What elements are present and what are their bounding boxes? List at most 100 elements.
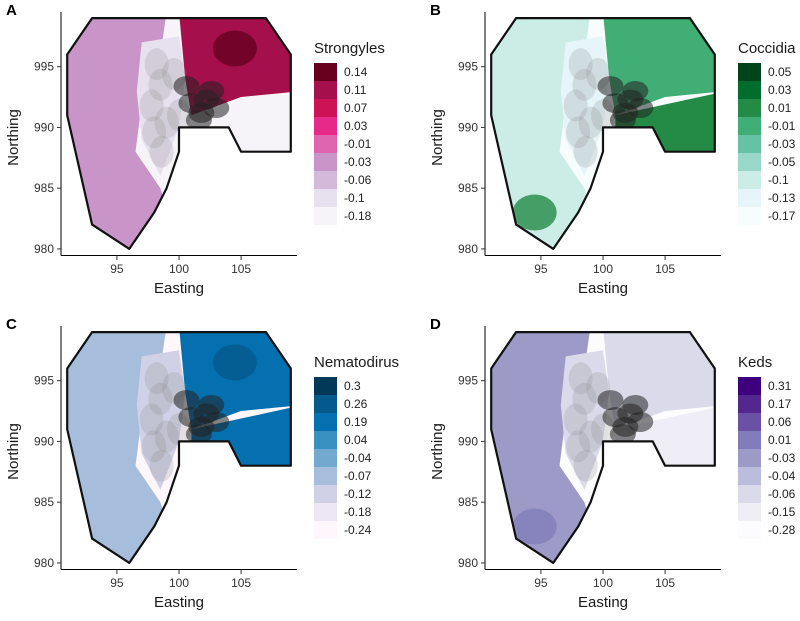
y-tick-label: 980 bbox=[458, 556, 478, 570]
y-tick-label: 995 bbox=[458, 60, 478, 74]
y-tick-label: 985 bbox=[458, 495, 478, 509]
map-boundary bbox=[66, 331, 292, 564]
legend-label: -0.28 bbox=[768, 523, 796, 537]
sheep-point-halo bbox=[139, 89, 164, 122]
sheep-point-halo bbox=[563, 89, 588, 122]
legend-label: -0.1 bbox=[344, 191, 365, 205]
sheep-point-halo bbox=[154, 420, 179, 453]
panel-letter: B bbox=[430, 2, 441, 19]
legend-label: 0.11 bbox=[344, 83, 367, 97]
sheep-point-core bbox=[602, 407, 629, 428]
sheep-point-halo bbox=[149, 135, 174, 168]
sheep-point-halo bbox=[148, 382, 173, 415]
legend-key bbox=[314, 467, 337, 485]
sheep-point-core bbox=[203, 411, 230, 432]
legend-label: -0.03 bbox=[768, 137, 796, 151]
x-tick-label: 100 bbox=[169, 576, 189, 590]
legend-label: 0.19 bbox=[344, 415, 368, 429]
contour-band-peak bbox=[212, 30, 257, 67]
map-boundary bbox=[66, 17, 292, 250]
sheep-point-halo bbox=[142, 116, 167, 149]
legend-key bbox=[314, 63, 337, 81]
legend-label: -0.12 bbox=[344, 487, 372, 501]
sheep-point-core bbox=[622, 394, 649, 415]
sheep-point-halo bbox=[568, 48, 593, 81]
y-axis-title: Northing bbox=[429, 109, 446, 166]
legend-label: 0.01 bbox=[768, 433, 792, 447]
y-tick-label: 985 bbox=[34, 495, 54, 509]
x-tick-label: 95 bbox=[534, 262, 548, 276]
legend-key bbox=[314, 431, 337, 449]
panel-c: 95 100 105 980 985 990 995 Easting Northing C Nema… bbox=[5, 316, 399, 611]
x-tick-label: 95 bbox=[110, 576, 124, 590]
sheep-point-halo bbox=[578, 420, 603, 453]
legend-label: -0.05 bbox=[768, 155, 796, 169]
sheep-point-core bbox=[609, 424, 636, 445]
legend-key bbox=[738, 81, 761, 99]
legend-key bbox=[738, 189, 761, 207]
legend-label: -0.06 bbox=[344, 173, 372, 187]
legend-key bbox=[738, 521, 761, 539]
sheep-point-halo bbox=[144, 48, 169, 81]
x-tick-label: 100 bbox=[593, 262, 613, 276]
legend-title: Strongyles bbox=[314, 40, 385, 57]
legend-key bbox=[738, 395, 761, 413]
legend-key bbox=[738, 467, 761, 485]
contour-fill bbox=[67, 18, 291, 249]
y-tick-label: 980 bbox=[34, 242, 54, 256]
legend-label: 0.01 bbox=[768, 101, 792, 115]
legend-label: 0.14 bbox=[344, 65, 368, 79]
sheep-point-core bbox=[602, 93, 629, 114]
map-boundary bbox=[490, 331, 716, 564]
legend-title: Nematodirus bbox=[314, 354, 399, 371]
legend-title: Coccidia bbox=[738, 40, 796, 57]
sheep-point-halo bbox=[572, 382, 597, 415]
x-axis-title: Easting bbox=[154, 594, 204, 611]
legend-label: -0.17 bbox=[768, 209, 796, 223]
legend-key bbox=[738, 99, 761, 117]
legend-label: 0.07 bbox=[344, 101, 368, 115]
sheep-point-core bbox=[597, 76, 624, 97]
legend-label: -0.13 bbox=[768, 191, 796, 205]
x-tick-label: 100 bbox=[593, 576, 613, 590]
sheep-point-halo bbox=[573, 135, 598, 168]
legend-key bbox=[314, 521, 337, 539]
x-axis-title: Easting bbox=[578, 280, 628, 297]
legend-label: 0.04 bbox=[344, 433, 368, 447]
sheep-point-core bbox=[178, 93, 205, 114]
sheep-point-halo bbox=[139, 403, 164, 436]
contour-band-peak bbox=[512, 194, 557, 231]
legend-key bbox=[314, 99, 337, 117]
legend-label: -0.07 bbox=[344, 469, 372, 483]
contour-band-central bbox=[136, 350, 186, 490]
legend-label: 0.05 bbox=[768, 65, 792, 79]
panel-letter: C bbox=[6, 316, 17, 333]
sheep-point-core bbox=[627, 97, 654, 118]
legend-label: -0.18 bbox=[344, 209, 372, 223]
legend-key bbox=[314, 153, 337, 171]
panel-letter: A bbox=[6, 2, 17, 19]
sheep-point-core bbox=[198, 394, 225, 415]
sheep-point-halo bbox=[148, 68, 173, 101]
sheep-point-halo bbox=[566, 116, 591, 149]
y-tick-label: 980 bbox=[458, 242, 478, 256]
legend-key bbox=[738, 413, 761, 431]
contour-band-central bbox=[136, 36, 186, 176]
legend-key bbox=[314, 207, 337, 225]
contour-band-central bbox=[560, 36, 610, 176]
legend-label: -0.04 bbox=[768, 469, 796, 483]
sheep-point-halo bbox=[142, 430, 167, 463]
sheep-point-halo bbox=[578, 106, 603, 139]
sheep-point-core bbox=[609, 110, 636, 131]
legend-key bbox=[738, 117, 761, 135]
y-tick-label: 995 bbox=[34, 60, 54, 74]
y-tick-label: 990 bbox=[458, 434, 478, 448]
sheep-point-halo bbox=[566, 430, 591, 463]
legend-key bbox=[314, 377, 337, 395]
legend-key bbox=[314, 413, 337, 431]
y-tick-label: 995 bbox=[458, 374, 478, 388]
legend-label: -0.06 bbox=[768, 487, 796, 501]
legend-key bbox=[738, 485, 761, 503]
sheep-point-core bbox=[185, 424, 212, 445]
